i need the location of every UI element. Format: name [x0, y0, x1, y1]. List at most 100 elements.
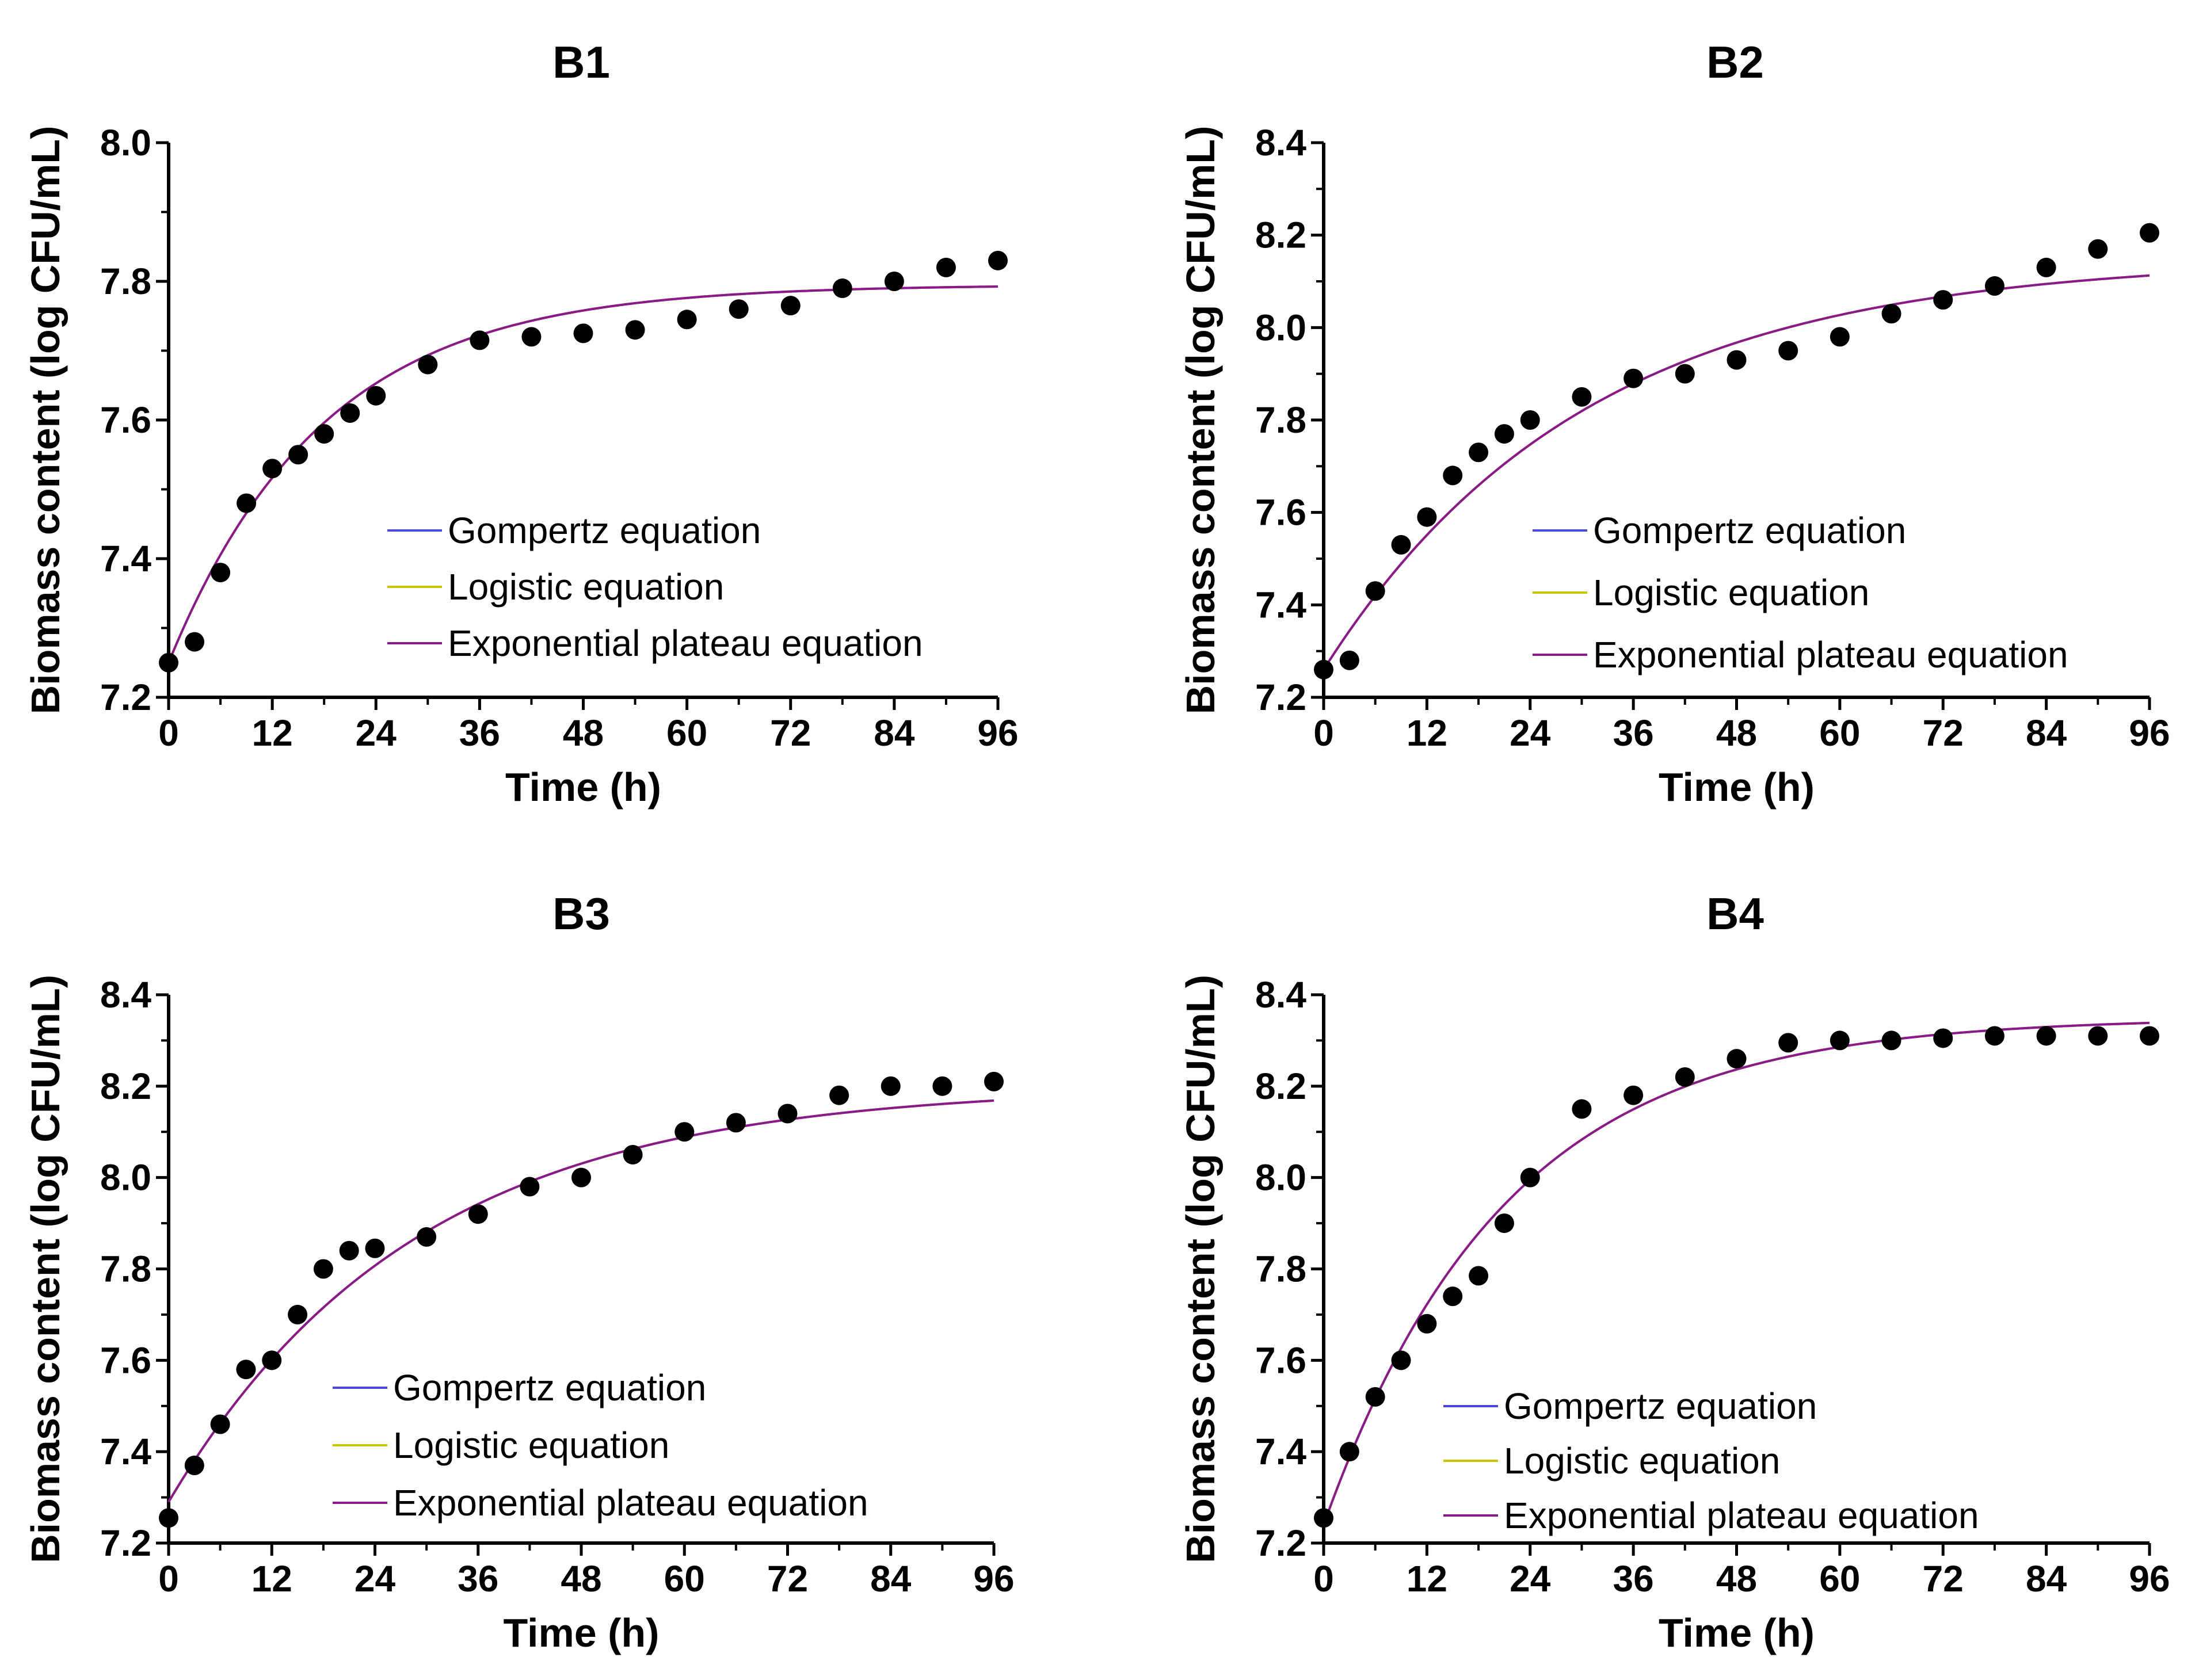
- data-point: [262, 1350, 282, 1370]
- y-tick-label: 8.2: [1255, 1066, 1306, 1107]
- data-point: [1727, 1049, 1747, 1069]
- data-point: [236, 1360, 256, 1380]
- y-tick-label: 8.0: [1255, 1157, 1306, 1198]
- data-point: [262, 459, 283, 479]
- data-point: [1314, 659, 1333, 679]
- data-point: [418, 354, 438, 375]
- x-tick-label: 0: [158, 712, 179, 754]
- y-axis-label: Biomass content (log CFU/mL): [1178, 126, 1223, 715]
- data-point: [1675, 1067, 1695, 1087]
- x-tick-label: 36: [1613, 712, 1654, 754]
- y-tick-label: 7.8: [1255, 399, 1306, 441]
- y-tick-label: 7.4: [1255, 584, 1306, 625]
- data-point: [1469, 1266, 1489, 1286]
- data-point: [1933, 290, 1953, 310]
- data-point: [2036, 1026, 2056, 1046]
- x-tick-label: 0: [1313, 1558, 1334, 1599]
- data-point: [1365, 581, 1385, 601]
- data-point: [210, 1414, 230, 1434]
- x-tick-label: 0: [1313, 712, 1334, 754]
- y-tick-label: 7.4: [1255, 1431, 1306, 1472]
- data-point: [1520, 410, 1540, 430]
- data-point: [988, 250, 1008, 270]
- x-tick-label: 96: [2129, 1558, 2170, 1599]
- y-tick-label: 8.0: [100, 122, 151, 163]
- chart-panel-b2: B2 7.2 7.4 7.6 7.8 8.0 8.2 8.4 0 12 24 36 48 60 72 84 96…: [1178, 37, 2170, 810]
- x-tick-label: 96: [973, 1558, 1014, 1599]
- x-tick-label: 36: [458, 1558, 498, 1599]
- legend-label: Exponential plateau equation: [393, 1482, 868, 1524]
- y-tick-label: 8.0: [100, 1157, 151, 1198]
- x-tick-label: 60: [1819, 712, 1860, 754]
- data-point: [832, 278, 852, 299]
- data-point: [674, 1122, 695, 1142]
- data-point: [829, 1085, 849, 1105]
- data-point: [1830, 327, 1850, 347]
- data-point: [1933, 1028, 1953, 1048]
- data-point: [1572, 387, 1592, 407]
- x-tick-label: 72: [770, 712, 811, 754]
- data-point: [1881, 1030, 1901, 1051]
- x-tick-label: 12: [251, 1558, 292, 1599]
- y-tick-label: 7.6: [1255, 1339, 1306, 1381]
- x-tick-label: 48: [563, 712, 604, 754]
- x-tick-label: 12: [252, 712, 293, 754]
- y-tick-label: 7.2: [100, 677, 151, 718]
- y-tick-label: 8.4: [1255, 974, 1306, 1015]
- legend-label: Exponential plateau equation: [1504, 1495, 1979, 1536]
- data-point: [1778, 341, 1798, 361]
- data-point: [211, 563, 231, 583]
- data-point: [936, 257, 956, 277]
- data-point: [1417, 1314, 1437, 1334]
- x-tick-label: 96: [2129, 712, 2170, 754]
- x-tick-label: 84: [2026, 712, 2067, 754]
- legend-label: Exponential plateau equation: [1593, 634, 2068, 675]
- x-axis-label: Time (h): [505, 765, 661, 810]
- chart-title: B2: [1706, 37, 1764, 87]
- data-point: [1984, 276, 2004, 296]
- data-point: [159, 652, 178, 673]
- chart-panel-b1: B1 7.2 7.4 7.6 7.8 8.0 0 12 24 36 48 60 72 84 96 Time (…: [23, 37, 1019, 810]
- y-tick-label: 7.2: [100, 1522, 151, 1564]
- data-point: [623, 1144, 643, 1164]
- legend-label: Logistic equation: [448, 566, 724, 608]
- fit-curve-exponential: [167, 1099, 994, 1503]
- data-point: [313, 1259, 333, 1279]
- data-point: [288, 445, 308, 465]
- data-point: [366, 385, 386, 406]
- x-tick-label: 24: [1510, 712, 1551, 754]
- data-point: [2140, 1026, 2159, 1046]
- y-tick-label: 8.0: [1255, 307, 1306, 348]
- y-tick-label: 7.6: [100, 1339, 151, 1381]
- data-point: [1675, 364, 1695, 384]
- x-tick-label: 96: [977, 712, 1018, 754]
- data-point: [932, 1076, 952, 1096]
- data-point: [2140, 223, 2159, 243]
- data-point: [1339, 1442, 1359, 1462]
- data-point: [726, 1113, 746, 1133]
- x-axis-label: Time (h): [1659, 1610, 1815, 1655]
- data-point: [1881, 304, 1901, 324]
- data-point: [1778, 1033, 1798, 1053]
- x-tick-label: 84: [874, 712, 915, 754]
- data-point: [1830, 1030, 1850, 1051]
- data-point: [1984, 1026, 2004, 1046]
- x-axis-label: Time (h): [504, 1610, 660, 1655]
- data-point: [520, 1177, 540, 1197]
- data-point: [1494, 424, 1514, 444]
- fit-curve-exponential: [1323, 274, 2150, 670]
- data-point: [677, 310, 697, 330]
- data-point: [1623, 1085, 1644, 1105]
- data-point: [1339, 650, 1359, 670]
- data-point: [185, 632, 205, 652]
- data-point: [1520, 1167, 1540, 1188]
- x-tick-label: 24: [355, 1558, 396, 1599]
- y-tick-label: 7.2: [1255, 1522, 1306, 1564]
- data-point: [1417, 507, 1437, 527]
- x-tick-label: 72: [767, 1558, 808, 1599]
- legend-label: Logistic equation: [1593, 572, 1869, 613]
- data-point: [159, 1508, 178, 1528]
- data-point: [884, 272, 904, 291]
- x-tick-label: 36: [1613, 1558, 1654, 1599]
- x-tick-label: 12: [1407, 1558, 1447, 1599]
